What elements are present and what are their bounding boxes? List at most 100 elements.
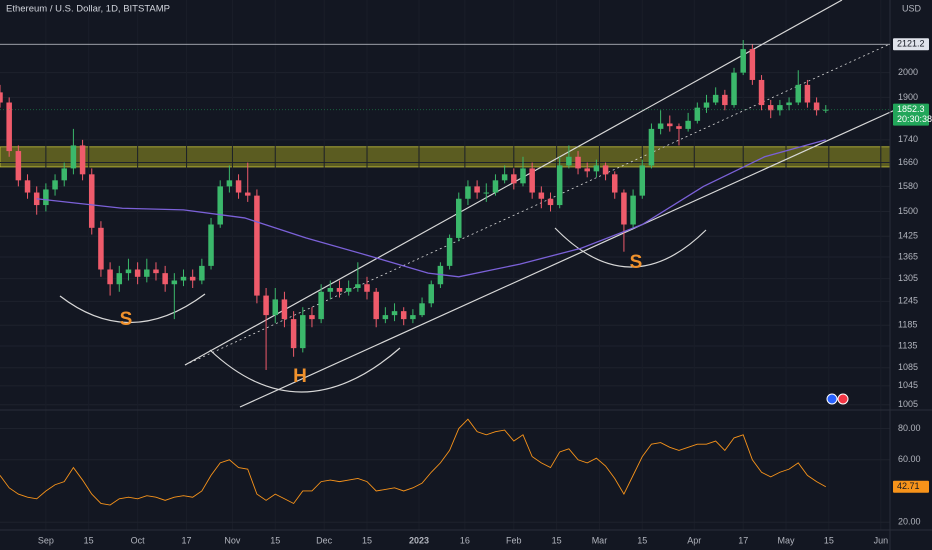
pattern-label: H <box>293 366 307 387</box>
chart-title: Ethereum / U.S. Dollar, 1D, BITSTAMP <box>6 4 170 15</box>
x-tick-label: Apr <box>687 535 701 545</box>
candle-body <box>740 49 746 73</box>
countdown: 20:30:38 <box>897 114 932 124</box>
candle-body <box>89 174 95 228</box>
candle-body <box>309 315 315 320</box>
candle-body <box>144 269 150 277</box>
curve-right-shoulder <box>554 227 707 268</box>
candle-body <box>6 102 12 152</box>
x-tick-label: 15 <box>552 535 562 545</box>
y-tick-label: 1740 <box>898 134 918 144</box>
candle-body <box>703 102 710 108</box>
candle-body <box>400 311 407 320</box>
y-tick-label: 1245 <box>898 296 918 306</box>
candle-body <box>648 128 655 166</box>
y-tick-label: 1005 <box>898 399 918 409</box>
rsi-line <box>0 418 826 506</box>
candle-body <box>492 180 499 193</box>
curve-left-shoulder <box>59 293 206 324</box>
candle-body <box>731 72 737 106</box>
candle-body <box>611 174 618 193</box>
candle-body <box>226 180 233 187</box>
candle-body <box>722 94 728 106</box>
candle-body <box>657 123 664 129</box>
candle-body <box>593 165 600 172</box>
x-tick-label: 15 <box>824 535 834 545</box>
y-tick-label: 1365 <box>898 251 918 261</box>
candle-body <box>575 156 581 169</box>
x-tick-label: Oct <box>131 535 146 545</box>
candle-body <box>520 168 526 184</box>
y-tick-label: 1085 <box>898 362 918 372</box>
pattern-label: S <box>630 252 643 273</box>
y-tick-label: 1900 <box>898 92 918 102</box>
candle-body <box>189 276 196 281</box>
candle-body <box>290 319 297 349</box>
y-tick-label: 1135 <box>898 340 917 350</box>
candle-body <box>263 295 269 316</box>
y-tick-label: 1045 <box>898 380 918 390</box>
channel-lower <box>239 109 896 408</box>
candle-body <box>621 192 627 225</box>
candle-body <box>813 102 820 111</box>
event-flag[interactable] <box>837 393 849 405</box>
candle-body <box>52 180 58 190</box>
x-tick-label: Mar <box>592 535 608 545</box>
level-label-box <box>893 38 929 51</box>
candle-body <box>446 237 453 266</box>
candle-body <box>327 287 334 292</box>
candle-body <box>180 276 187 281</box>
candle-body <box>70 145 77 169</box>
candle-body <box>547 198 554 206</box>
candle-body <box>134 269 141 277</box>
candle-body <box>465 186 471 199</box>
candle-body <box>199 265 205 281</box>
candle-body <box>483 192 490 194</box>
y-tick-label: 1185 <box>898 320 917 330</box>
candle-body <box>428 284 434 304</box>
event-flag[interactable] <box>826 393 838 405</box>
candle-body <box>98 227 104 270</box>
candle-body <box>15 151 22 181</box>
curve-head <box>209 347 401 393</box>
candle-body <box>0 92 3 103</box>
candle-body <box>630 195 636 225</box>
candle-body <box>639 165 646 196</box>
x-tick-label: Nov <box>224 535 241 545</box>
candle-body <box>511 174 517 184</box>
candle-body <box>281 299 288 320</box>
event-icon[interactable] <box>826 393 849 405</box>
candle-body <box>318 291 324 320</box>
candle-body <box>694 107 701 121</box>
x-tick-label: 15 <box>270 535 280 545</box>
candle-body <box>217 186 223 225</box>
candle-body <box>538 192 545 199</box>
moving-average <box>36 139 826 278</box>
candle-body <box>116 273 123 285</box>
x-tick-label: 17 <box>182 535 192 545</box>
candle-body <box>804 84 811 103</box>
candle-body <box>795 84 801 103</box>
candle-body <box>602 165 609 175</box>
candle-body <box>667 123 673 127</box>
candle-body <box>474 186 480 193</box>
rsi-last-label: 42.71 <box>897 481 920 491</box>
candle-body <box>153 269 159 274</box>
rsi-tick-label: 60.00 <box>898 454 921 464</box>
candle-body <box>364 284 370 292</box>
y-tick-label: 1425 <box>898 231 918 241</box>
x-tick-label: 17 <box>738 535 748 545</box>
candle-body <box>676 126 682 129</box>
candle-body <box>43 189 49 206</box>
last-price-label-box <box>893 103 929 126</box>
level-label: 2121.2 <box>897 39 925 49</box>
candle-body <box>171 280 178 285</box>
candle-body <box>767 105 774 111</box>
candle-body <box>107 269 113 285</box>
pattern-label: S <box>120 309 133 330</box>
y-tick-label: 1305 <box>898 273 918 283</box>
candle-body <box>786 102 792 106</box>
candle-body <box>685 120 691 129</box>
x-tick-label: 2023 <box>409 535 429 545</box>
